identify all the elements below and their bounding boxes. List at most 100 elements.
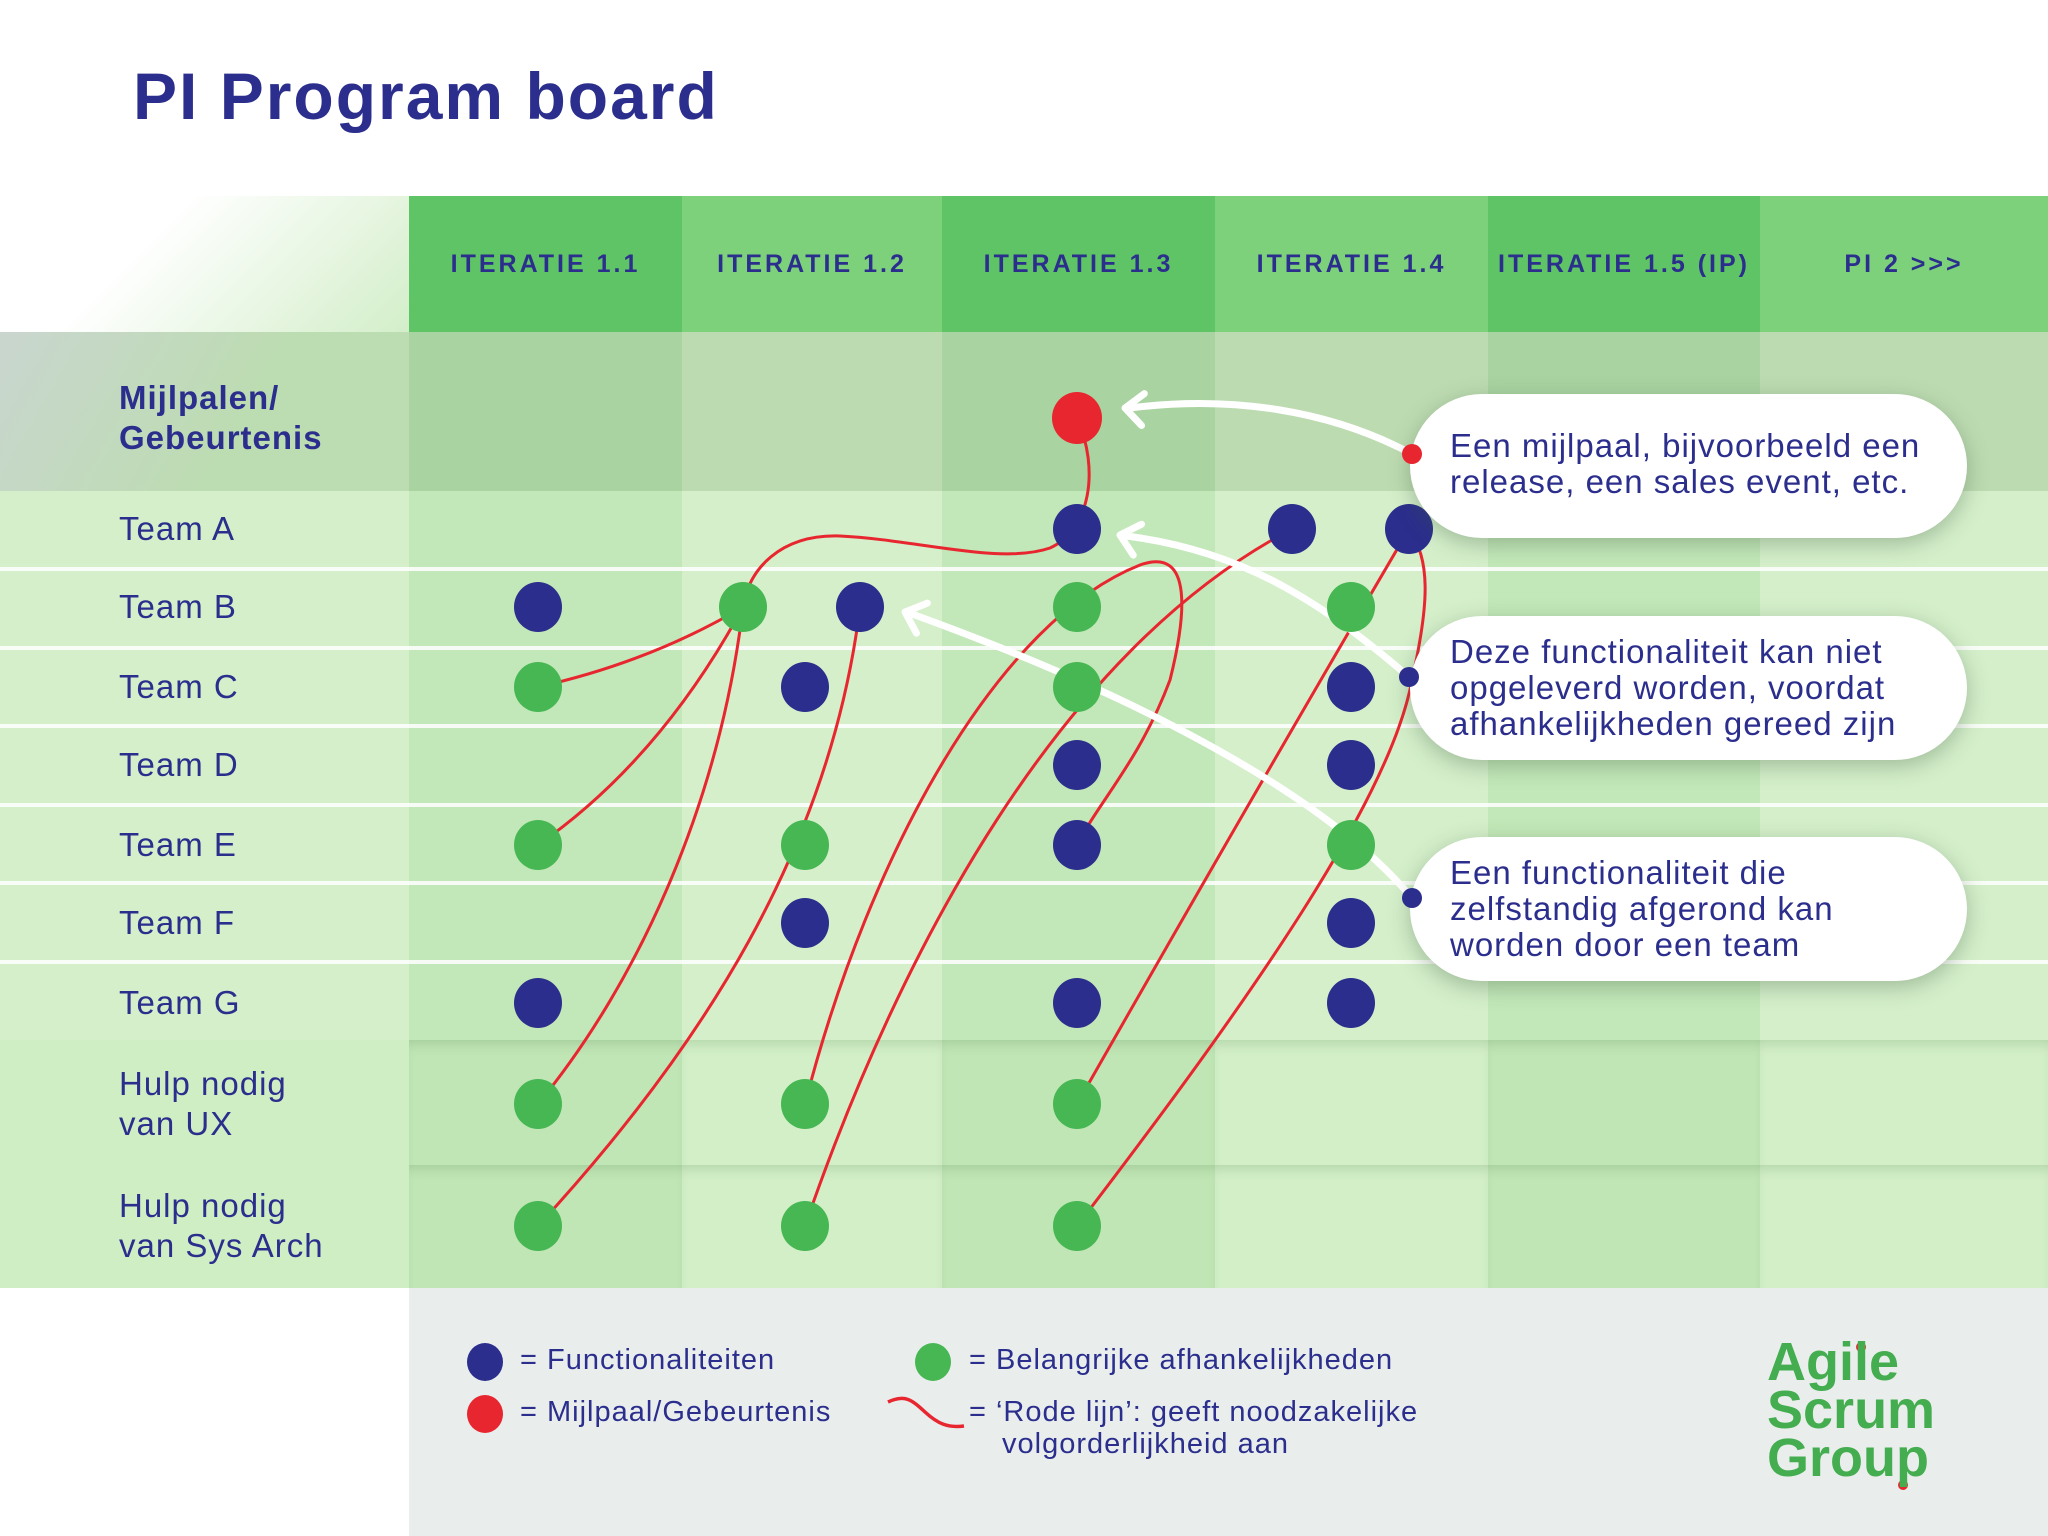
feature-dot[interactable] (1053, 820, 1101, 870)
feature-dot[interactable] (1053, 504, 1101, 554)
callout-bubble: Een mijlpaal, bijvoorbeeld een release, e… (1410, 394, 1967, 538)
column-header-label: ITERATIE 1.2 (717, 249, 907, 278)
row-label-cell (0, 1165, 409, 1288)
row-label-cell (0, 569, 409, 648)
feature-dot[interactable] (1385, 504, 1433, 554)
callout-text: Deze functionaliteit kan niet (1450, 633, 1883, 670)
row-label: Team A (119, 509, 235, 549)
arrowhead-icon (1121, 390, 1148, 430)
row-label: Team F (119, 903, 235, 943)
feature-dot[interactable] (1327, 978, 1375, 1028)
white-arrow (1126, 399, 1416, 458)
callout-text: Een mijlpaal, bijvoorbeeld een (1450, 427, 1921, 464)
board-cell (1488, 1165, 1760, 1288)
legend-dependency-label: = Belangrijke afhankelijkheden (969, 1344, 1394, 1376)
row-label: Team B (119, 587, 237, 627)
callout-marker-dot (1402, 888, 1422, 908)
dependency-dot[interactable] (1327, 820, 1375, 870)
callout-bubble: Deze functionaliteit kan niet opgeleverd … (1410, 616, 1967, 760)
row-label-cell (0, 962, 409, 1040)
red-dependency-line (803, 527, 1293, 1227)
column-header-5 (1488, 196, 1760, 332)
board-cell (682, 962, 942, 1040)
legend-milestone-label: = Mijlpaal/Gebeurtenis (520, 1396, 832, 1428)
column-header-label: ITERATIE 1.3 (983, 249, 1174, 278)
row-label-line: Gebeurtenis (119, 419, 323, 456)
legend-marks (467, 1343, 965, 1433)
row-label: Mijlpalen/Gebeurtenis (119, 378, 323, 458)
callout-marker-dot (1402, 444, 1422, 464)
feature-dot[interactable] (1327, 740, 1375, 790)
logo-dot (1856, 1342, 1866, 1352)
feature-dot[interactable] (1327, 662, 1375, 712)
dependency-dot[interactable] (781, 1201, 829, 1251)
column-header-3 (942, 196, 1215, 332)
column-header-4 (1215, 196, 1488, 332)
dependency-dot[interactable] (514, 1079, 562, 1129)
dependency-dot[interactable] (514, 820, 562, 870)
callout-text: release, een sales event, etc. (1450, 463, 1910, 500)
dependency-dot[interactable] (1327, 582, 1375, 632)
row-label-line: Team G (119, 984, 241, 1021)
callout-text: zelfstandig afgerond kan (1450, 890, 1834, 927)
board-cell (409, 883, 682, 962)
callout-text: opgeleverd worden, voordat (1450, 669, 1886, 706)
dependency-dot[interactable] (514, 1201, 562, 1251)
legend-panel (409, 1288, 2048, 1536)
row-label: Hulp nodig van Sys Arch (119, 1186, 324, 1266)
column-header-label: ITERATIE 1.1 (450, 249, 641, 278)
agile-scrum-group-logo: Agile Scrum Group (1767, 1332, 1935, 1485)
row-label-cell (0, 648, 409, 726)
row-label-line: van Sys Arch (119, 1227, 324, 1264)
legend-red-line (887, 1396, 965, 1429)
feature-dot[interactable] (1053, 740, 1101, 790)
row-label: Hulp nodig van UX (119, 1064, 287, 1144)
dependency-dot[interactable] (781, 1079, 829, 1129)
row-label-line: Hulp nodig (119, 1065, 287, 1102)
row-label-line: Hulp nodig (119, 1187, 287, 1224)
feature-dot[interactable] (514, 582, 562, 632)
feature-dot[interactable] (1053, 978, 1101, 1028)
dependency-dot[interactable] (781, 820, 829, 870)
row-label-line: Team A (119, 510, 236, 547)
board-cell (942, 883, 1215, 962)
milestone-dot[interactable] (1052, 392, 1102, 444)
callout-text: afhankelijkheden gereed zijn (1450, 705, 1897, 742)
row-label-cell (0, 491, 409, 569)
row-separator (0, 646, 2048, 650)
board-cell (409, 491, 682, 569)
feature-dot[interactable] (781, 662, 829, 712)
callout-bubble: Een functionaliteit die zelfstandig afger… (1410, 837, 1967, 981)
column-header-1 (409, 196, 682, 332)
row-label: Team G (119, 983, 241, 1023)
callout-text: Een functionaliteit die (1450, 854, 1787, 891)
dependency-dot[interactable] (1053, 1201, 1101, 1251)
arrowhead-icon (901, 599, 931, 637)
dependency-dot[interactable] (1053, 582, 1101, 632)
feature-dot[interactable] (781, 898, 829, 948)
dependency-dot[interactable] (1053, 662, 1101, 712)
row-label-cell (0, 1040, 409, 1165)
red-dependency-line (536, 606, 862, 1228)
feature-dot[interactable] (1327, 898, 1375, 948)
logo-word: Agile (1767, 1332, 1900, 1392)
red-dependency-line (741, 417, 1091, 608)
feature-dot[interactable] (836, 582, 884, 632)
column-header-label: ITERATIE 1.5 (IP) (1498, 249, 1750, 278)
dependency-dot[interactable] (1053, 1079, 1101, 1129)
row-separator (0, 724, 2048, 728)
board-cell (409, 332, 682, 491)
feature-dot[interactable] (514, 978, 562, 1028)
dependency-dot[interactable] (514, 662, 562, 712)
arrowhead-icon (1116, 520, 1146, 559)
red-dependency-line (537, 605, 744, 689)
board-cell (1488, 1040, 1760, 1165)
row-label-line: van UX (119, 1105, 234, 1142)
dependency-dot[interactable] (719, 582, 767, 632)
row-label-line: Team F (119, 904, 236, 941)
feature-dot[interactable] (1268, 504, 1316, 554)
board-cell (1215, 1040, 1488, 1165)
board-cell (682, 332, 942, 491)
board-cell (1760, 1040, 2048, 1165)
